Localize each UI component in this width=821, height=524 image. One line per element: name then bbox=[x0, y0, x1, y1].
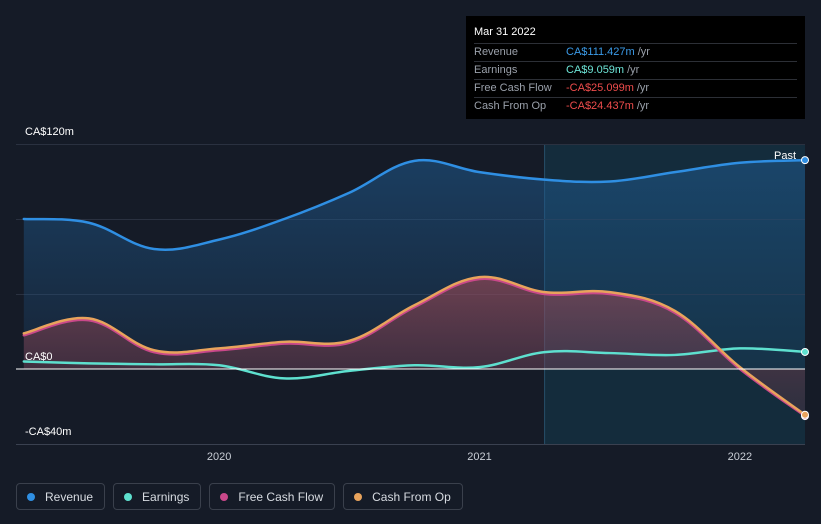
legend-item-cash-from-op[interactable]: Cash From Op bbox=[343, 483, 463, 510]
tooltip-row-revenue: Revenue CA$111.427m /yr bbox=[474, 43, 797, 61]
cash-from-op-endpoint bbox=[801, 410, 809, 419]
legend-label: Earnings bbox=[142, 489, 190, 504]
legend-item-free-cash-flow[interactable]: Free Cash Flow bbox=[209, 483, 336, 510]
revenue-endpoint bbox=[801, 156, 809, 165]
tooltip-value: CA$111.427m bbox=[566, 46, 635, 58]
tooltip-row-earnings: Earnings CA$9.059m /yr bbox=[474, 61, 797, 79]
tooltip-unit: /yr bbox=[636, 100, 650, 112]
earnings-endpoint bbox=[801, 347, 809, 356]
free-cash-flow-dot-icon bbox=[220, 492, 229, 501]
x-tick-label-2021: 2021 bbox=[467, 451, 492, 463]
cash-from-op-area bbox=[23, 276, 805, 415]
cash-from-op-line bbox=[22, 275, 807, 416]
legend-label: Cash From Op bbox=[372, 489, 451, 504]
x-tick-label-2020: 2020 bbox=[206, 451, 232, 463]
legend-label: Free Cash Flow bbox=[238, 489, 324, 504]
legend-item-earnings[interactable]: Earnings bbox=[113, 483, 202, 510]
tooltip-unit: /yr bbox=[636, 82, 650, 94]
free-cash-flow-line bbox=[22, 277, 807, 418]
y-tick-label-zero: CA$0 bbox=[25, 351, 53, 363]
earnings-line bbox=[22, 347, 807, 380]
chart-legend: Revenue Earnings Free Cash Flow Cash Fro… bbox=[16, 483, 463, 510]
tooltip-unit: /yr bbox=[637, 46, 650, 58]
tooltip-row-cash-from-op: Cash From Op -CA$24.437m /yr bbox=[474, 97, 797, 115]
tooltip-label: Cash From Op bbox=[474, 100, 547, 112]
series-areas bbox=[23, 160, 805, 415]
tooltip-value: -CA$24.437m bbox=[566, 100, 634, 112]
tooltip-label: Earnings bbox=[474, 64, 518, 76]
revenue-line bbox=[22, 158, 807, 251]
y-tick-label-top: CA$120m bbox=[25, 126, 74, 138]
data-tooltip: Mar 31 2022 Revenue CA$111.427m /yr Earn… bbox=[466, 16, 805, 119]
legend-item-revenue[interactable]: Revenue bbox=[16, 483, 106, 510]
tooltip-unit: /yr bbox=[627, 64, 640, 76]
series-lines bbox=[22, 158, 807, 418]
tooltip-value: -CA$25.099m bbox=[566, 82, 634, 94]
tooltip-label: Revenue bbox=[474, 46, 519, 58]
x-tick-label-2022: 2022 bbox=[727, 451, 753, 463]
cash-from-op-dot-icon bbox=[354, 492, 363, 501]
revenue-dot-icon bbox=[27, 492, 35, 501]
legend-label: Revenue bbox=[45, 489, 94, 504]
tooltip-label: Free Cash Flow bbox=[474, 82, 552, 94]
tooltip-value: CA$9.059m bbox=[566, 64, 625, 76]
tooltip-date: Mar 31 2022 bbox=[474, 26, 536, 38]
series-endpoints bbox=[801, 156, 809, 421]
earnings-dot-icon bbox=[124, 492, 133, 501]
y-tick-label-bottom: -CA$40m bbox=[25, 426, 72, 438]
past-label: Past bbox=[774, 150, 797, 162]
tooltip-row-free-cash-flow: Free Cash Flow -CA$25.099m /yr bbox=[474, 79, 797, 97]
